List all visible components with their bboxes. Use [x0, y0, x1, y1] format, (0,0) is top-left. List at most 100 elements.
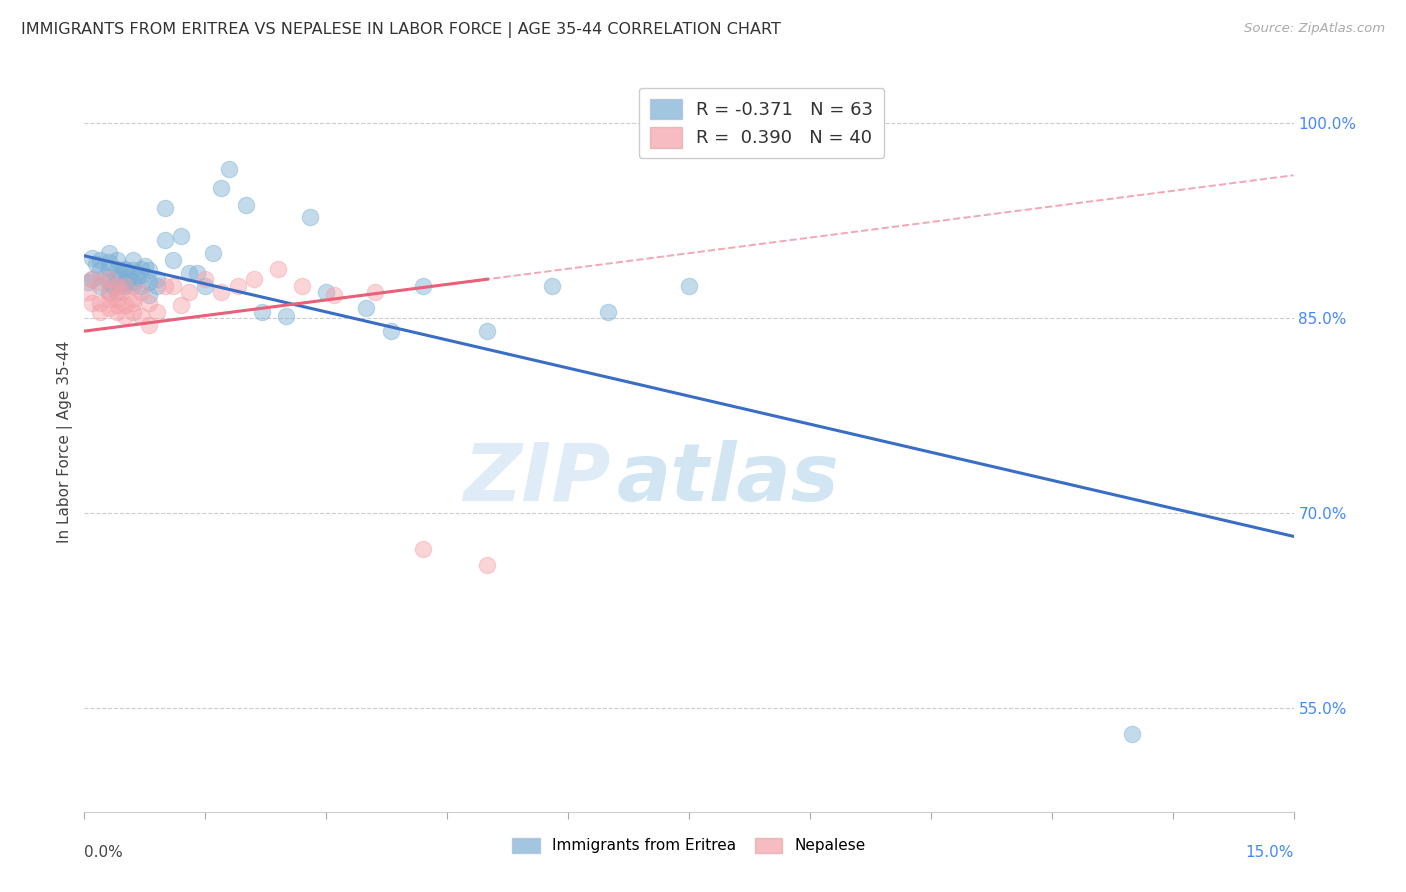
Point	[97, 272, 120, 286]
Text: 0.0%: 0.0%	[84, 845, 124, 860]
Point	[226, 278, 249, 293]
Point	[138, 287, 160, 301]
Point	[146, 278, 169, 293]
Point	[138, 263, 160, 277]
Point	[121, 252, 143, 267]
Point	[86, 257, 108, 271]
Point	[129, 268, 152, 283]
Point	[105, 278, 128, 293]
Point	[153, 278, 176, 293]
Point	[194, 278, 217, 293]
Point	[250, 304, 273, 318]
Text: atlas: atlas	[616, 440, 839, 517]
Point	[105, 285, 128, 300]
Point	[125, 269, 148, 284]
Point	[267, 261, 290, 276]
Point	[105, 304, 128, 318]
Point	[129, 261, 152, 276]
Point	[114, 278, 136, 293]
Point	[114, 278, 136, 293]
Point	[380, 324, 402, 338]
Point	[105, 252, 128, 267]
Point	[114, 275, 136, 289]
Point	[477, 324, 499, 338]
Point	[114, 309, 136, 323]
Point	[121, 275, 143, 289]
Point	[179, 266, 201, 280]
Text: Source: ZipAtlas.com: Source: ZipAtlas.com	[1244, 22, 1385, 36]
Point	[179, 285, 201, 300]
Point	[153, 233, 176, 247]
Point	[82, 272, 104, 286]
Point	[291, 278, 314, 293]
Point	[153, 201, 176, 215]
Point	[121, 304, 143, 318]
Point	[82, 295, 104, 310]
Point	[218, 161, 240, 176]
Point	[105, 292, 128, 306]
Point	[134, 259, 156, 273]
Point	[194, 272, 217, 286]
Point	[114, 263, 136, 277]
Point	[209, 285, 232, 300]
Point	[129, 309, 152, 323]
Point	[89, 275, 111, 289]
Point	[209, 181, 232, 195]
Point	[323, 287, 346, 301]
Point	[77, 275, 100, 289]
Point	[299, 210, 322, 224]
Point	[138, 318, 160, 332]
Point	[363, 285, 385, 300]
Text: 15.0%: 15.0%	[1246, 845, 1294, 860]
Point	[89, 295, 111, 310]
Point	[477, 558, 499, 572]
Point	[105, 278, 128, 293]
Point	[242, 272, 264, 286]
Point	[77, 285, 100, 300]
Point	[170, 229, 193, 244]
Point	[121, 278, 143, 293]
Point	[97, 285, 120, 300]
Point	[121, 263, 143, 277]
Point	[114, 276, 136, 290]
Point	[97, 301, 120, 315]
Text: ZIP: ZIP	[463, 440, 610, 517]
Point	[118, 269, 141, 284]
Point	[129, 285, 152, 300]
Point	[1121, 727, 1143, 741]
Legend: Immigrants from Eritrea, Nepalese: Immigrants from Eritrea, Nepalese	[506, 831, 872, 860]
Point	[274, 309, 297, 323]
Point	[101, 278, 124, 293]
Point	[598, 304, 620, 318]
Point	[678, 278, 700, 293]
Point	[541, 278, 564, 293]
Point	[97, 275, 120, 289]
Point	[121, 295, 143, 310]
Point	[235, 198, 257, 212]
Point	[97, 261, 120, 276]
Point	[89, 278, 111, 293]
Point	[105, 269, 128, 284]
Point	[110, 268, 132, 283]
Point	[146, 304, 169, 318]
Point	[138, 295, 160, 310]
Point	[82, 272, 104, 286]
Point	[97, 285, 120, 300]
Point	[129, 278, 152, 293]
Point	[114, 298, 136, 312]
Point	[89, 304, 111, 318]
Point	[412, 542, 434, 557]
Y-axis label: In Labor Force | Age 35-44: In Labor Force | Age 35-44	[58, 341, 73, 542]
Point	[89, 252, 111, 267]
Point	[162, 252, 184, 267]
Text: IMMIGRANTS FROM ERITREA VS NEPALESE IN LABOR FORCE | AGE 35-44 CORRELATION CHART: IMMIGRANTS FROM ERITREA VS NEPALESE IN L…	[21, 22, 780, 38]
Point	[114, 261, 136, 276]
Point	[97, 255, 120, 269]
Point	[97, 246, 120, 260]
Point	[356, 301, 378, 315]
Point	[97, 292, 120, 306]
Point	[138, 275, 160, 289]
Point	[162, 278, 184, 293]
Point	[82, 252, 104, 266]
Point	[89, 263, 111, 277]
